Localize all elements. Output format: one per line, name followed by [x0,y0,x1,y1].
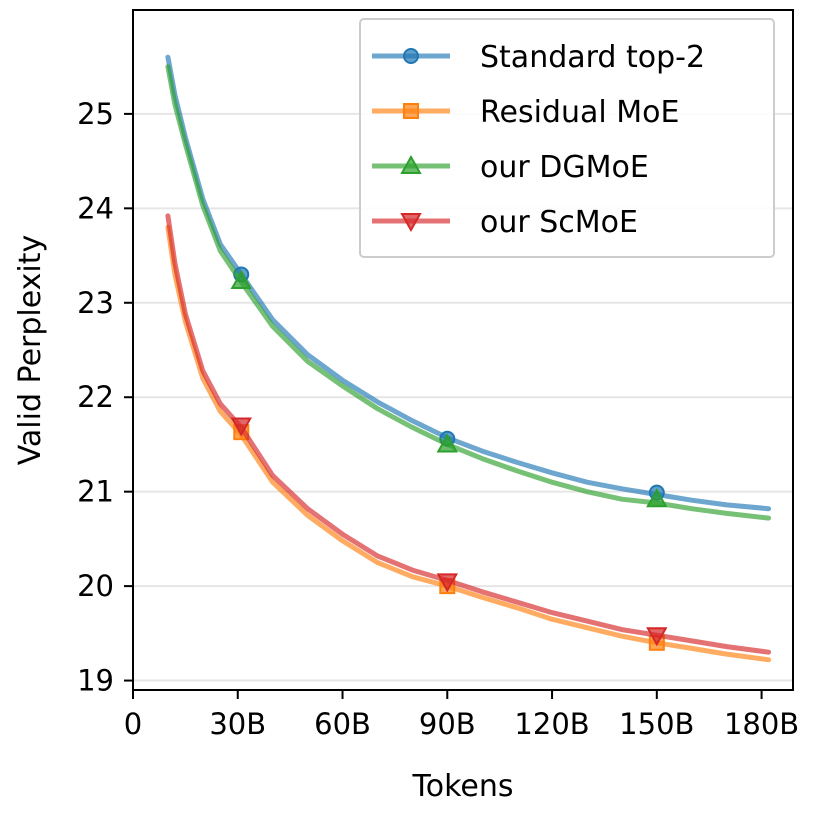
y-tick-label: 19 [77,664,114,698]
x-tick-label: 120B [514,707,589,741]
y-tick-label: 21 [77,475,114,509]
x-tick-label: 90B [419,707,476,741]
y-tick-label: 25 [77,97,114,131]
y-axis-title: Valid Perplexity [13,235,48,466]
legend-marker-standard-top-2 [403,48,419,64]
x-axis-title: Tokens [412,769,514,804]
legend-label-our-dgmoe: our DGMoE [480,150,649,185]
plot-frame [132,9,794,691]
legend-label-residual-moe: Residual MoE [480,95,679,130]
legend: Standard top-2 Residual MoE our DGMoE our S… [359,18,775,258]
data-point-our-dgmoe [646,488,668,508]
x-axis-ticks: 0 30B 60B 90B 120B 150B 180B [124,690,799,741]
x-tick-label: 60B [314,707,371,741]
x-tick-label: 180B [724,707,799,741]
legend-marker-residual-moe [403,103,419,119]
data-point-our-dgmoe [436,433,458,453]
x-tick-label: 30B [209,707,266,741]
data-point-our-dgmoe [230,270,252,290]
y-tick-label: 24 [77,191,114,225]
y-tick-label: 22 [77,380,114,414]
legend-marker-our-dgmoe [400,154,422,174]
y-axis-ticks: 19 20 21 22 23 24 25 [77,97,133,698]
legend-label-our-scmoe: our ScMoE [480,205,638,240]
data-point-our-scmoe [646,627,668,647]
legend-marker-our-scmoe [400,213,422,233]
series-line-our-dgmoe [165,64,772,521]
legend-label-standard-top-2: Standard top-2 [480,40,705,75]
data-point-our-scmoe [436,573,458,593]
series-line-residual-moe [165,224,772,663]
data-point-our-scmoe [230,417,252,437]
series-line-our-scmoe [165,213,772,655]
series-lines [165,54,772,663]
legend-box [359,18,775,258]
y-tick-label: 23 [77,286,114,320]
x-tick-label: 150B [619,707,694,741]
x-tick-label: 0 [124,707,142,741]
y-tick-label: 20 [77,569,114,603]
